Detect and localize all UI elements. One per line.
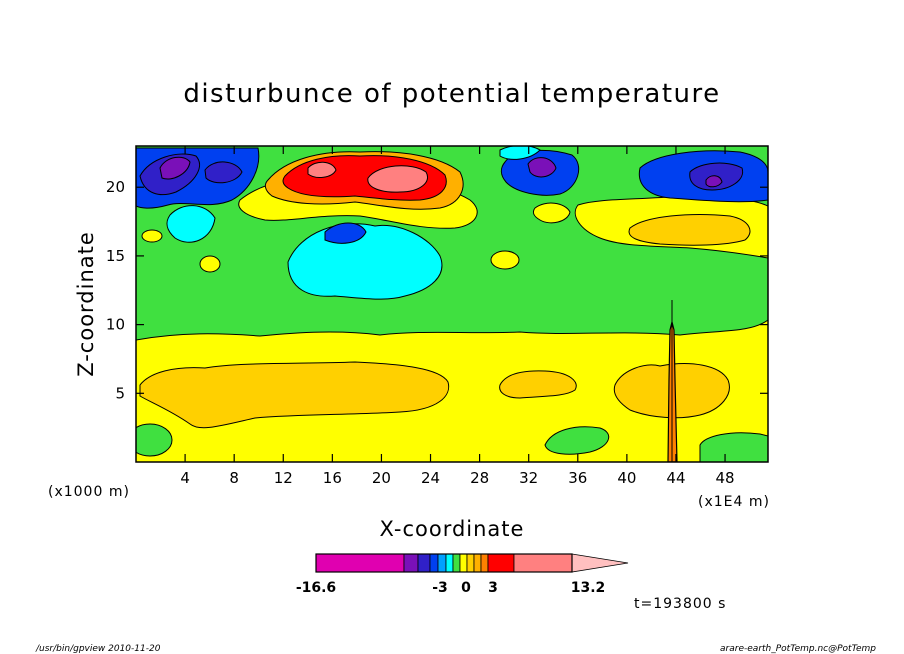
plot-area xyxy=(136,146,768,462)
x-tick-label: 4 xyxy=(180,469,190,487)
colorbar-label: 3 xyxy=(488,580,498,596)
blob-yellow-b xyxy=(490,250,520,270)
x-tick-label: 20 xyxy=(372,469,391,487)
colorbar-bin xyxy=(403,553,419,573)
x-tick-label: 28 xyxy=(470,469,489,487)
x-tick-label: 12 xyxy=(274,469,293,487)
plot-frame xyxy=(135,145,769,463)
chart-title: disturbunce of potential temperature xyxy=(183,79,720,109)
footer-left: /usr/bin/gpview 2010-11-20 xyxy=(35,644,161,654)
x-tick-label: 44 xyxy=(666,469,685,487)
colorbar-bin xyxy=(417,553,431,573)
colorbar-bin xyxy=(315,553,405,573)
colorbar-bin xyxy=(473,553,482,573)
time-label: t=193800 s xyxy=(634,596,726,612)
colorbar-bin xyxy=(452,553,461,573)
y-tick-label: 20 xyxy=(106,178,125,196)
x-tick-label: 32 xyxy=(519,469,538,487)
lower-warm-core-mid xyxy=(499,370,577,399)
x-tick-label: 36 xyxy=(568,469,587,487)
colorbar-bin xyxy=(487,553,515,573)
upper-cyan-left xyxy=(166,205,216,243)
colorbar-bin xyxy=(459,553,468,573)
upper-warm-peak-2 xyxy=(367,165,428,193)
upper-cold-mid-core xyxy=(527,157,557,178)
colorbar-bin xyxy=(437,553,447,573)
y-axis-label: Z-coordinate xyxy=(74,231,98,377)
colorbar-label: -3 xyxy=(432,580,448,596)
colorbar-label: 13.2 xyxy=(571,580,606,596)
lower-warm-core xyxy=(139,361,450,429)
upper-yellow-mid xyxy=(532,202,571,224)
colorbar xyxy=(315,553,629,573)
x-tick-label: 24 xyxy=(421,469,440,487)
lower-green-right xyxy=(699,432,768,462)
colorbar-extension xyxy=(571,553,629,573)
y-axis-ticks: 5 10 15 20 xyxy=(106,178,768,402)
lower-green-left xyxy=(136,423,173,457)
x-tick-label: 8 xyxy=(229,469,239,487)
x-unit-label: (x1000 m) xyxy=(48,484,130,500)
colorbar-labels: -16.6 -3 0 3 13.2 xyxy=(296,580,605,596)
colorbar-label: 0 xyxy=(461,580,471,596)
x-tick-label: 40 xyxy=(617,469,636,487)
colorbar-label: -16.6 xyxy=(296,580,336,596)
y-tick-label: 15 xyxy=(106,247,125,265)
upper-cold-left-peak xyxy=(159,156,191,180)
x-tick-label: 16 xyxy=(323,469,342,487)
colorbar-frame xyxy=(315,553,573,573)
colorbar-bin xyxy=(445,553,454,573)
y-tick-label: 5 xyxy=(115,384,125,402)
blob-yellow-c xyxy=(141,229,163,243)
mid-cold-anomaly-core xyxy=(324,222,367,244)
x-tick-label: 48 xyxy=(716,469,735,487)
upper-orange-right xyxy=(628,214,751,246)
footer-right: arare-earth_PotTemp.nc@PotTemp xyxy=(720,644,876,654)
x-axis-label: X-coordinate xyxy=(380,517,525,541)
upper-warm-peak-1 xyxy=(307,161,337,178)
colorbar-bin xyxy=(429,553,439,573)
y-tick-label: 10 xyxy=(106,316,125,334)
blob-yellow-a xyxy=(199,255,221,273)
colorbar-bin xyxy=(466,553,475,573)
x-scale-label: (x1E4 m) xyxy=(698,494,770,510)
colorbar-bin xyxy=(513,553,573,573)
lower-green-mid xyxy=(544,426,610,455)
upper-cold-left-b xyxy=(204,161,243,184)
upper-cold-right-peak xyxy=(705,175,723,188)
lower-warm-layer xyxy=(136,319,768,462)
colorbar-bin xyxy=(480,553,489,573)
x-axis-ticks: 4 8 12 16 20 24 28 32 36 40 44 48 xyxy=(180,146,735,487)
